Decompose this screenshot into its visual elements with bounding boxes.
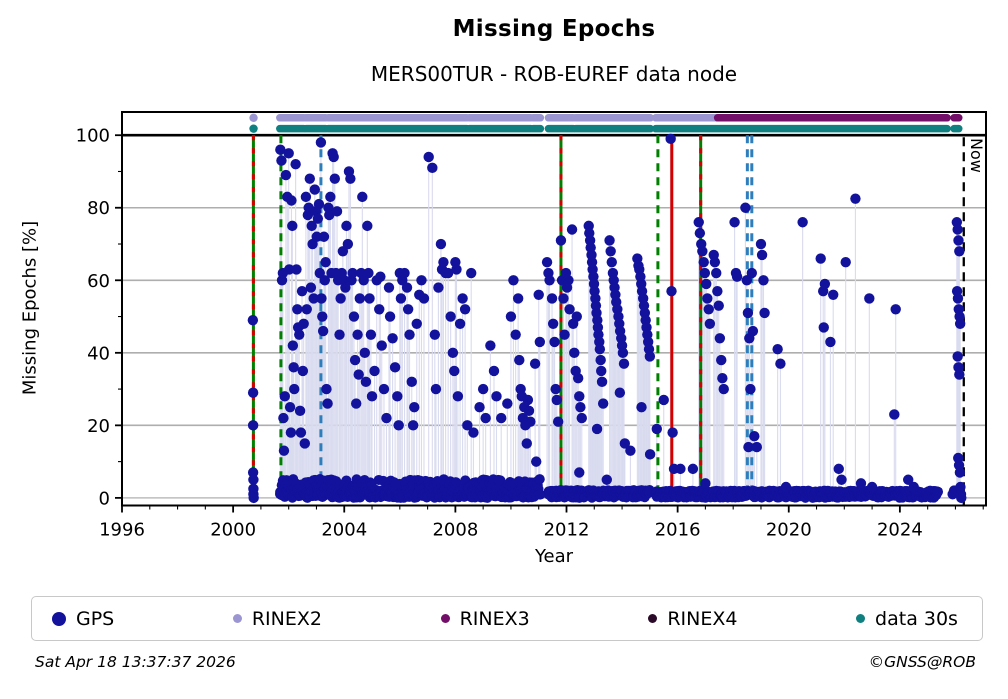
data30s-marker-icon [856, 614, 866, 623]
svg-text:2000: 2000 [210, 520, 256, 541]
svg-text:100: 100 [76, 126, 110, 147]
svg-text:2024: 2024 [877, 520, 923, 541]
legend-item-rinex3: RINEX3 [440, 607, 530, 630]
x-axis-label: Year [534, 546, 574, 567]
legend-item-data30s: data 30s [856, 608, 958, 630]
y-axis-label: Missing Epochs [%] [19, 220, 41, 396]
legend-label-gps: GPS [76, 607, 115, 630]
svg-text:1996: 1996 [99, 520, 145, 541]
svg-text:60: 60 [87, 271, 110, 292]
now-line-label: Now [967, 138, 986, 173]
rinex4-marker-icon [648, 614, 658, 623]
page-title: Missing Epochs [452, 16, 656, 42]
svg-text:2016: 2016 [655, 520, 701, 541]
rinex2-marker-icon [232, 614, 242, 623]
legend-label-rinex2: RINEX2 [251, 607, 322, 630]
rinex3-marker-icon [440, 614, 450, 623]
chart-subtitle: MERS00TUR - ROB-EUREF data node [370, 62, 738, 86]
svg-text:2020: 2020 [766, 520, 812, 541]
svg-text:20: 20 [87, 416, 110, 437]
legend-item-gps: GPS [52, 608, 114, 630]
copyright-text: ©GNSS@ROB [868, 653, 976, 671]
legend-item-rinex2: RINEX2 [232, 607, 322, 630]
gps-marker-icon [52, 611, 66, 626]
legend-label-data30s: data 30s [875, 607, 958, 630]
svg-text:2012: 2012 [544, 520, 590, 541]
svg-text:0: 0 [99, 488, 110, 509]
svg-text:40: 40 [87, 343, 110, 364]
svg-text:80: 80 [87, 198, 110, 219]
legend-item-rinex4: RINEX4 [648, 608, 737, 630]
svg-text:2004: 2004 [321, 520, 367, 541]
plot-timestamp: Sat Apr 18 13:37:37 2026 [35, 653, 236, 671]
legend-box: GPS RINEX2 RINEX3 RINEX4 data 30s [31, 596, 983, 641]
scatter-plot-canvas: 1996 2000 2004 2008 2012 2016 2020 2024 0 20 40 60 8… [76, 111, 987, 541]
legend-label-rinex4: RINEX4 [667, 607, 738, 630]
svg-text:2008: 2008 [432, 520, 478, 541]
legend-label-rinex3: RINEX3 [459, 607, 530, 630]
